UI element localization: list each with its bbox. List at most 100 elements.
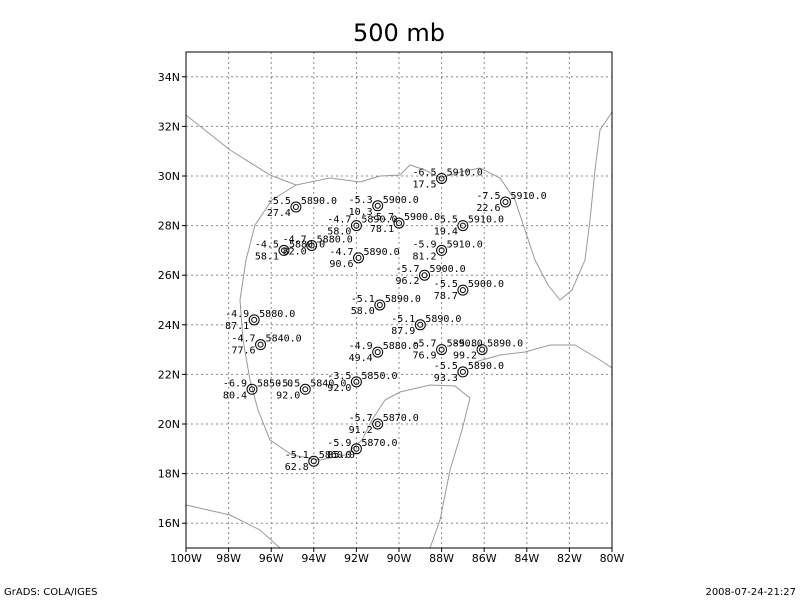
station-dot <box>292 204 299 210</box>
station-height: 5880.0 <box>259 309 295 320</box>
station-ring <box>457 366 469 378</box>
y-tick-label: 18N <box>158 468 180 481</box>
station-temp: -5.5 <box>267 196 291 207</box>
x-tick-label: 90W <box>387 552 412 565</box>
station-dot <box>257 341 264 348</box>
station-dot <box>353 222 360 229</box>
station-dot <box>421 272 428 279</box>
y-tick-label: 34N <box>158 71 180 84</box>
coastline <box>185 111 613 549</box>
station-height: 5890.0 <box>385 294 421 305</box>
station-dew: 81.2 <box>413 251 437 262</box>
y-tick-label: 30N <box>158 170 180 183</box>
station-temp: -4.7 <box>329 247 353 258</box>
station-ring <box>246 383 258 395</box>
station-dot <box>438 175 445 182</box>
station-height: 5890.0 <box>425 314 461 325</box>
station-height: 5900.0 <box>430 264 466 275</box>
station-dew: 78.1 <box>370 224 394 235</box>
station-temp: -5.7 <box>349 413 373 424</box>
station-ring <box>372 418 384 430</box>
station-temp: -5.9 <box>327 438 351 449</box>
station-ring <box>299 383 311 395</box>
station-temp: -3.5 <box>327 371 351 382</box>
station-temp: -5.1 <box>351 294 375 305</box>
station-dot <box>374 421 381 427</box>
x-tick-label: 98W <box>216 552 241 565</box>
station-ring <box>457 284 469 296</box>
station-ring <box>476 344 488 356</box>
station-dew: 93.3 <box>434 373 458 384</box>
station-dew: 76.9 <box>413 351 437 362</box>
x-tick-label: 84W <box>514 552 539 565</box>
station-dew: 82.0 <box>283 246 307 257</box>
station-temp: -5.5 <box>434 279 458 290</box>
station-temp: -6.5 <box>413 167 437 178</box>
station-dot <box>302 386 309 393</box>
x-tick-label: 94W <box>301 552 326 565</box>
station-ring <box>500 196 511 208</box>
station-height: 5870.0 <box>383 413 419 424</box>
footer-left: GrADS: COLA/IGES <box>4 587 98 598</box>
station-dew: 80.4 <box>223 390 247 401</box>
station-height: 5910.0 <box>468 215 504 226</box>
station-dot <box>353 378 360 385</box>
station-temp: -5.5 <box>434 215 458 226</box>
x-tick-label: 80W <box>600 552 625 565</box>
station-temp: -5.7 <box>370 212 394 223</box>
station-height: 5890.0 <box>487 339 523 350</box>
station-dew: 87.9 <box>391 326 415 337</box>
station-ring <box>419 269 431 281</box>
station-temp: -5.5 <box>276 378 300 389</box>
station-temp: -4.7 <box>283 234 307 245</box>
station-dot <box>353 445 360 452</box>
station-dew: 96.2 <box>395 276 419 287</box>
station-height: 5890.0 <box>468 361 504 372</box>
station-ring <box>372 346 384 358</box>
station-temp: -6.9 <box>223 378 247 389</box>
footer-right: 2008-07-24-21:27 <box>705 587 796 598</box>
station-temp: -4.7 <box>327 215 351 226</box>
station-dew: 22.6 <box>476 203 500 214</box>
station-temp: -7.5 <box>476 191 500 202</box>
station-height: 5900.0 <box>404 212 440 223</box>
x-tick-label: 86W <box>472 552 497 565</box>
station-height: 5900.0 <box>383 195 419 206</box>
station-dot <box>249 386 256 393</box>
y-tick-label: 24N <box>158 319 180 332</box>
x-tick-label: 92W <box>344 552 369 565</box>
station-dot <box>459 368 466 375</box>
station-dot <box>376 301 383 308</box>
station-temp: -5.1 <box>391 314 415 325</box>
station-height: 5910.0 <box>447 239 483 250</box>
station-dot <box>502 199 509 206</box>
station-dew: 58.1 <box>255 251 279 262</box>
station-dew: 90.6 <box>329 259 353 270</box>
station-ring <box>372 200 384 212</box>
station-dot <box>479 346 486 353</box>
station-dew: 58.0 <box>351 306 375 317</box>
x-tick-label: 100W <box>170 552 202 565</box>
station-dew: 10.3 <box>349 207 373 218</box>
station-ring <box>350 220 362 232</box>
station-ring <box>393 217 405 229</box>
station-dot <box>459 222 466 229</box>
station-dot <box>417 321 424 328</box>
y-tick-label: 32N <box>158 120 180 133</box>
station-dew: 58.0 <box>327 227 351 238</box>
station-dot <box>308 242 315 249</box>
station-ring <box>436 344 448 356</box>
station-height: 5840.0 <box>310 378 346 389</box>
y-tick-label: 26N <box>158 269 180 282</box>
station-dot <box>374 349 381 356</box>
station-temp: -5.7 <box>395 264 419 275</box>
station-dot <box>438 247 445 254</box>
station-height: 5890.0 <box>361 215 397 226</box>
grid <box>185 52 613 548</box>
station-height: 5880.0 <box>383 341 419 352</box>
station-ring <box>308 455 320 467</box>
station-height: 5890.0 <box>301 196 337 207</box>
station-height: 5850.0 <box>257 378 293 389</box>
map-title: 500 mb <box>353 19 445 47</box>
station-ring <box>306 239 318 251</box>
